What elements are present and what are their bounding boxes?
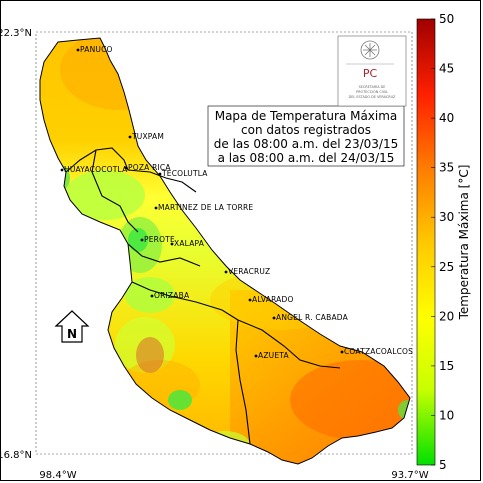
colorbar: 50 45 40 35 30 25 20 15 10 5 Temperatura Máxima [… [416, 12, 471, 472]
title-line-4: a las 08:00 a.m. del 24/03/15 [218, 151, 395, 165]
colorbar-gradient [416, 18, 436, 466]
colorbar-tick-label: 15 [439, 359, 454, 373]
lon-right-label: 93.7°W [391, 470, 428, 481]
title-line-3: de las 08:00 a.m. del 23/03/15 [214, 137, 399, 151]
logo-caption-1: SECRETARÍA DE [359, 84, 386, 89]
city-label-panuco: PANUCO [80, 45, 113, 54]
colorbar-tick-label: 35 [439, 161, 454, 175]
city-dot-coatzacoalcos [340, 350, 344, 354]
colorbar-tick-label: 30 [439, 210, 454, 224]
map-title: Mapa de Temperatura Máxima con datos reg… [207, 105, 405, 167]
title-line-1: Mapa de Temperatura Máxima [215, 109, 398, 123]
city-dot-angel-r-cabada [272, 316, 276, 320]
city-label-orizaba: ORIZABA [154, 291, 190, 300]
city-markers: PANUCO TUXPAM HUAYACOCOTLA POZA RICA TEC… [60, 45, 413, 360]
city-label-azueta: AZUETA [258, 351, 289, 360]
city-label-coatzacoalcos: COATZACOALCOS [344, 347, 413, 356]
lat-bottom-label: 16.8°N [0, 450, 32, 461]
lon-left-label: 98.4°W [39, 470, 76, 481]
city-dot-azueta [254, 354, 258, 358]
region-boundaries [65, 147, 341, 445]
protection-civil-logo: PC SECRETARÍA DE PROTECCIÓN CIVIL DEL ES… [337, 35, 407, 107]
city-dot-martinez-de-la-torre [154, 206, 158, 210]
colorbar-tick-label: 40 [439, 111, 454, 125]
colorbar-title: Temperatura Máxima [°C] [457, 165, 471, 321]
city-label-alvarado: ALVARADO [252, 295, 294, 304]
colorbar-tick-label: 25 [439, 260, 454, 274]
north-arrow-label: N [67, 327, 77, 341]
city-label-huayacocotla: HUAYACOCOTLA [64, 165, 128, 174]
city-dot-tecolutla [158, 172, 162, 176]
city-label-tecolutla: TECOLUTLA [161, 169, 208, 178]
city-label-tuxpam: TUXPAM [131, 132, 164, 141]
colorbar-tick-label: 10 [439, 408, 454, 422]
city-dot-huayacocotla [60, 168, 64, 172]
north-arrow-icon: N [54, 310, 90, 343]
title-line-2: con datos registrados [241, 123, 371, 137]
city-label-poza-rica: POZA RICA [128, 163, 171, 172]
city-dot-xalapa [170, 242, 174, 246]
city-label-perote: PEROTE [144, 235, 175, 244]
coordinate-grid-box [35, 31, 413, 455]
city-dot-alvarado [248, 298, 252, 302]
city-dot-orizaba [150, 294, 154, 298]
logo-caption-3: DEL ESTADO DE VERACRUZ [349, 95, 396, 99]
lat-top-label: 22.3°N [0, 28, 32, 39]
colorbar-tick-label: 50 [439, 12, 454, 26]
city-label-angel-r-cabada: ANGEL R. CABADA [276, 313, 349, 322]
colorbar-tick-label: 20 [439, 309, 454, 323]
logo-text: PC [363, 67, 378, 80]
city-dot-tuxpam [128, 135, 132, 139]
city-dot-poza-rica [124, 166, 128, 170]
city-label-martinez-de-la-torre: MARTINEZ DE LA TORRE [158, 203, 253, 212]
city-label-xalapa: XALAPA [174, 239, 205, 248]
logo-caption-2: PROTECCIÓN CIVIL [356, 89, 388, 94]
colorbar-tick-label: 5 [439, 458, 447, 472]
city-dot-perote [140, 238, 144, 242]
city-dot-panuco [76, 48, 80, 52]
colorbar-tick-label: 45 [439, 62, 454, 76]
seal-icon [360, 40, 380, 60]
city-label-veracruz: VERACRUZ [228, 267, 270, 276]
city-dot-veracruz [224, 270, 228, 274]
